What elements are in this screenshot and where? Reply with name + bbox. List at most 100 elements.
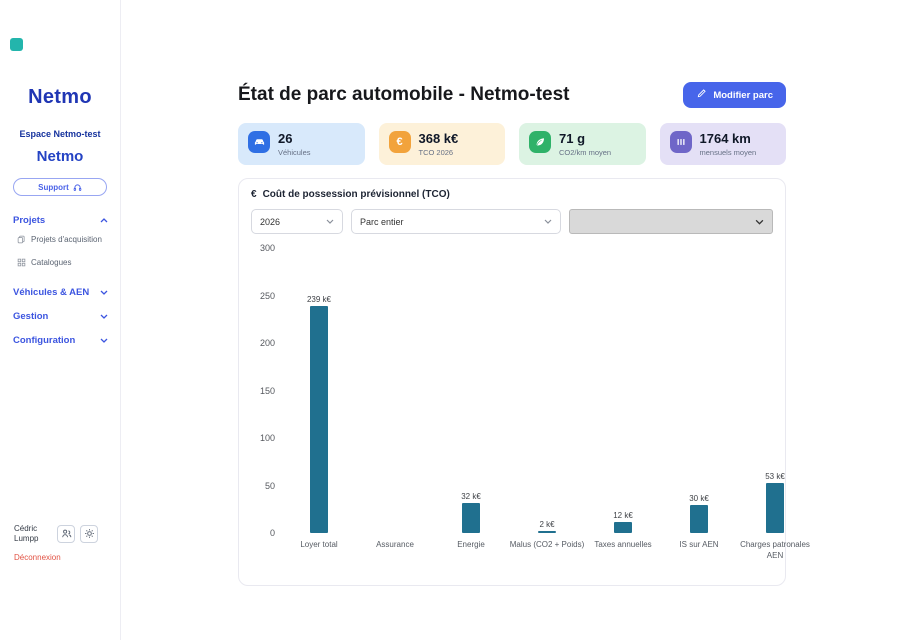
- bar-value-label: 2 k€: [539, 520, 555, 530]
- app-logo-mark: [10, 38, 23, 51]
- stat-label: Véhicules: [278, 148, 311, 158]
- bar-column: 2 k€ Malus (CO2 + Poids): [509, 248, 585, 571]
- user-block: Cédric Lumpp Déconnexion: [14, 524, 114, 562]
- headset-icon: [73, 183, 82, 192]
- year-select-value: 2026: [260, 216, 281, 227]
- bar-category-label: Taxes annuelles: [594, 540, 652, 550]
- chevron-down-icon: [100, 314, 108, 319]
- stat-cards: 26 Véhicules € 368 k€ TCO 2026 71 g CO2/…: [238, 123, 786, 166]
- y-tick-label: 50: [264, 480, 275, 491]
- chart-filters: 2026 Parc entier: [251, 209, 773, 235]
- y-tick-label: 0: [269, 528, 275, 539]
- page-title: État de parc automobile - Netmo-test: [238, 84, 570, 105]
- modify-parc-label: Modifier parc: [713, 89, 773, 101]
- stat-card-tco[interactable]: € 368 k€ TCO 2026: [378, 123, 505, 166]
- edit-icon: [696, 88, 707, 102]
- user-name: Cédric Lumpp: [14, 524, 39, 544]
- stat-value: 368 k€: [418, 131, 459, 146]
- bar-value-label: 239 k€: [306, 295, 332, 305]
- bar-column: 30 k€ IS sur AEN: [661, 248, 737, 571]
- workspace-name: Espace Netmo-test: [19, 129, 101, 139]
- bar-column: 12 k€ Taxes annuelles: [585, 248, 661, 571]
- tco-bar-chart: 0 50 100 150 200 250 300 239 k€ Loyer total Assu…: [251, 243, 810, 571]
- bar-category-label: Malus (CO2 + Poids): [509, 540, 585, 550]
- sidebar-item-label: Projets: [13, 214, 46, 226]
- euro-icon: €: [251, 189, 257, 201]
- chevron-down-icon: [544, 219, 552, 225]
- extra-select[interactable]: [569, 209, 773, 235]
- bar[interactable]: [614, 521, 632, 534]
- settings-button[interactable]: [80, 525, 98, 544]
- bar-plot: 239 k€ Loyer total Assurance 32 k€ Energie 2 …: [281, 248, 813, 571]
- scope-select-value: Parc entier: [360, 216, 404, 227]
- y-tick-label: 150: [259, 385, 275, 396]
- sidebar: Netmo Espace Netmo-test Netmo Support Pr…: [0, 0, 121, 640]
- stat-value: 71 g: [559, 131, 586, 146]
- users-icon: [61, 527, 72, 542]
- stat-card-vehicules[interactable]: 26 Véhicules: [238, 123, 365, 166]
- user-switch-button[interactable]: [57, 525, 75, 544]
- org-name: Netmo: [36, 148, 84, 165]
- document-icon: [17, 235, 26, 244]
- y-tick-label: 250: [259, 290, 275, 301]
- bar-value-label: 32 k€: [461, 491, 481, 501]
- sidebar-subitem-label: Catalogues: [31, 258, 72, 267]
- panel-title: Coût de possession prévisionnel (TCO): [262, 189, 450, 201]
- sidebar-item-label: Véhicules & AEN: [13, 286, 90, 298]
- support-button[interactable]: Support: [13, 178, 107, 196]
- stat-card-co2[interactable]: 71 g CO2/km moyen: [519, 123, 646, 166]
- bar-value-label: 12 k€: [613, 510, 633, 520]
- bar-category-label: Energie: [457, 540, 485, 550]
- bar[interactable]: [310, 306, 328, 534]
- bar[interactable]: [690, 504, 708, 534]
- support-label: Support: [38, 182, 69, 192]
- y-axis: 0 50 100 150 200 250 300: [251, 243, 281, 571]
- bar-column: Assurance: [357, 248, 433, 571]
- chevron-down-icon: [755, 219, 764, 225]
- chevron-down-icon: [100, 338, 108, 343]
- brand-logo: Netmo: [28, 86, 92, 108]
- bar-column: 53 k€ Charges patronales AEN: [737, 248, 813, 571]
- y-tick-label: 300: [259, 243, 275, 254]
- sidebar-item-configuration[interactable]: Configuration: [0, 330, 120, 350]
- distance-icon: [669, 131, 692, 153]
- stat-value: 26: [278, 131, 293, 146]
- sidebar-item-projets[interactable]: Projets: [0, 210, 120, 230]
- scope-select[interactable]: Parc entier: [351, 209, 561, 235]
- logout-link[interactable]: Déconnexion: [14, 552, 61, 562]
- modify-parc-button[interactable]: Modifier parc: [683, 82, 786, 108]
- sidebar-subitem-label: Projets d'acquisition: [31, 235, 102, 244]
- sidebar-item-gestion[interactable]: Gestion: [0, 306, 120, 326]
- grid-icon: [17, 258, 26, 267]
- bar[interactable]: [766, 482, 784, 534]
- bar-category-label: Loyer total: [300, 540, 338, 550]
- gear-icon: [84, 527, 95, 542]
- sidebar-item-vehicules-aen[interactable]: Véhicules & AEN: [0, 282, 120, 302]
- bar-category-label: Charges patronales AEN: [740, 540, 810, 561]
- stat-label: mensuels moyen: [699, 148, 757, 158]
- chevron-down-icon: [100, 290, 108, 295]
- bar-column: 239 k€ Loyer total: [281, 248, 357, 571]
- stat-card-km[interactable]: 1764 km mensuels moyen: [659, 123, 786, 166]
- tco-panel: € Coût de possession prévisionnel (TCO) …: [238, 178, 810, 587]
- bar-value-label: 53 k€: [765, 471, 785, 481]
- bar[interactable]: [462, 502, 480, 534]
- sidebar-item-catalogues[interactable]: Catalogues: [0, 253, 120, 272]
- chevron-up-icon: [100, 217, 108, 223]
- euro-icon: €: [388, 131, 411, 153]
- leaf-icon: [529, 131, 551, 153]
- year-select[interactable]: 2026: [251, 209, 343, 235]
- car-icon: [248, 131, 270, 153]
- bar[interactable]: [538, 531, 556, 534]
- bar-column: 32 k€ Energie: [433, 248, 509, 571]
- sidebar-item-projets-acquisition[interactable]: Projets d'acquisition: [0, 230, 120, 249]
- sidebar-item-label: Gestion: [13, 310, 49, 322]
- y-tick-label: 200: [259, 338, 275, 349]
- stat-label: TCO 2026: [418, 148, 454, 158]
- chevron-down-icon: [326, 219, 334, 225]
- sidebar-item-label: Configuration: [13, 334, 76, 346]
- stat-value: 1764 km: [699, 131, 751, 146]
- stat-label: CO2/km moyen: [559, 148, 612, 158]
- bar-value-label: 30 k€: [689, 493, 709, 503]
- sidebar-nav: Projets Projets d'acquisition Catalogues…: [0, 210, 120, 350]
